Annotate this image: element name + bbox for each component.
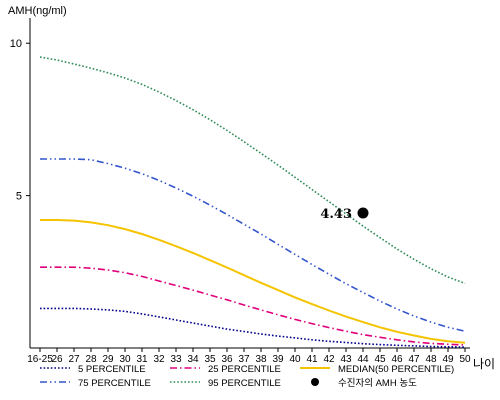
y-tick-label: 10: [10, 38, 22, 50]
x-tick-label: 27: [68, 354, 80, 365]
y-ticks: 5 10: [10, 38, 30, 203]
x-tick-label: 48: [425, 354, 437, 365]
x-tick-label: 33: [170, 354, 182, 365]
y-tick-label: 5: [16, 191, 22, 203]
x-tick-label: 32: [153, 354, 165, 365]
x-tick-label: 28: [85, 354, 97, 365]
x-tick-label: 38: [255, 354, 267, 365]
x-tick-label: 39: [272, 354, 284, 365]
legend-label: 5 PERCENTILE: [78, 364, 146, 375]
x-tick-label: 29: [102, 354, 114, 365]
x-tick-label: 43: [340, 354, 352, 365]
axes: [29, 18, 470, 349]
x-tick-label: 16-25: [27, 354, 53, 365]
legend-label: 25 PERCENTILE: [208, 364, 281, 375]
x-tick-label: 37: [238, 354, 250, 365]
series-line: [40, 307, 466, 348]
x-tick-label: 44: [357, 354, 369, 365]
x-tick-label: 36: [221, 354, 233, 365]
legend-label: 95 PERCENTILE: [208, 378, 281, 389]
patient-point: [357, 207, 369, 219]
legend-label: 수진자의 AMH 농도: [338, 378, 417, 389]
x-tick-label: 26: [51, 354, 63, 365]
x-tick-label: 34: [187, 354, 199, 365]
x-tick-label: 35: [204, 354, 216, 365]
x-tick-label: 42: [323, 354, 335, 365]
x-tick-label: 30: [119, 354, 131, 365]
patient-value-label: 4.43: [320, 207, 352, 222]
x-tick-label: 49: [442, 354, 454, 365]
series-line: [40, 158, 466, 332]
series-line: [40, 219, 466, 344]
x-axis-title: 나이: [473, 357, 495, 371]
legend-marker-swatch: [311, 378, 319, 386]
y-axis-title: AMH(ng/ml): [8, 5, 67, 17]
x-tick-label: 45: [374, 354, 386, 365]
x-tick-label: 50: [459, 354, 471, 365]
legend: 5 PERCENTILE 75 PERCENTILE 25 PERCENTILE 95…: [40, 364, 454, 389]
x-tick-label: 47: [408, 354, 420, 365]
legend-label: 75 PERCENTILE: [78, 378, 151, 389]
x-tick-label: 46: [391, 354, 403, 365]
legend-label: MEDIAN(50 PERCENTILE): [338, 364, 454, 375]
patient-marker: 4.43: [320, 207, 369, 222]
x-tick-label: 41: [306, 354, 318, 365]
series-line: [40, 266, 466, 346]
x-tick-label: 40: [289, 354, 301, 365]
series-lines: [39, 56, 466, 348]
series-line: [39, 56, 466, 285]
x-tick-label: 31: [136, 354, 148, 365]
